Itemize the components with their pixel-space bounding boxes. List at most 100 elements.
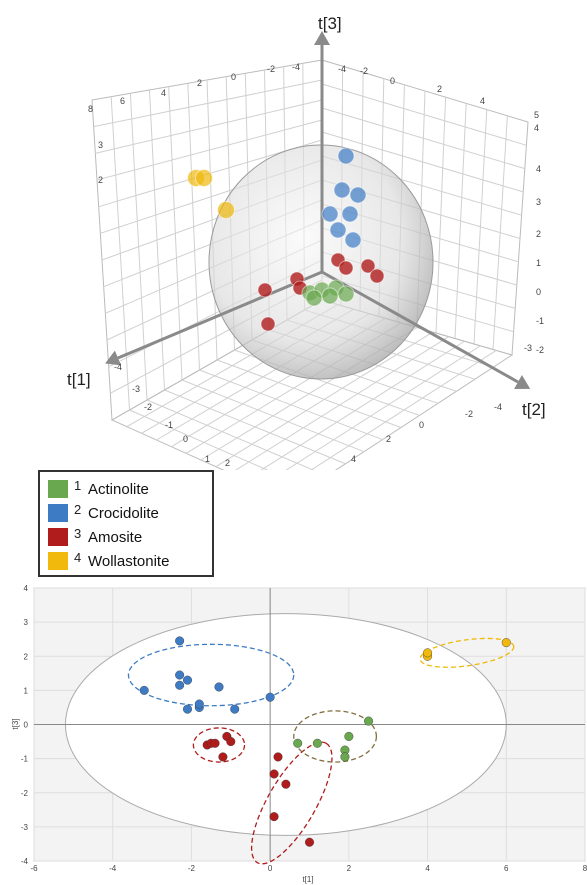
crocidolite-point (321, 205, 339, 223)
legend-number: 2 (74, 501, 82, 517)
actinolite-point (337, 285, 355, 303)
gridline (321, 131, 524, 193)
axis-t1 (117, 270, 323, 360)
actinolite-point (321, 287, 339, 305)
gridline (321, 83, 527, 146)
x-axis-label: t[1] (302, 875, 313, 884)
legend-swatch (48, 552, 68, 570)
axis-label-t2: t[2] (522, 400, 546, 419)
gridline (285, 345, 481, 470)
y-axis-label: t[3] (11, 718, 20, 729)
amosite-point (257, 282, 273, 298)
amosite-point (273, 752, 283, 762)
legend: 1 Actinolite 2 Crocidolite 3 Amosite 4 W… (38, 470, 214, 577)
crocidolite-point (329, 221, 347, 239)
gridline (310, 349, 497, 470)
y-tick-label: -3 (21, 823, 29, 832)
tick-label: 4 (480, 96, 485, 106)
y-tick-label: 4 (24, 584, 29, 593)
wollastonite-point (501, 638, 511, 648)
y-tick-label: 1 (24, 686, 29, 695)
legend-label: Actinolite (88, 480, 149, 498)
crocidolite-point (344, 231, 362, 249)
crocidolite-point (175, 670, 185, 680)
tick-label: -3 (524, 343, 532, 353)
tick-label: 2 (536, 229, 541, 239)
tick-label: -4 (338, 64, 346, 74)
crocidolite-point (194, 699, 204, 709)
amosite-point (210, 738, 220, 748)
x-tick-label: 2 (347, 864, 352, 873)
tick-label: 0 (390, 76, 395, 86)
tick-label: -1 (536, 316, 544, 326)
tick-label: -2 (144, 402, 152, 412)
x-tick-label: 8 (583, 864, 587, 873)
amosite-point (369, 268, 385, 284)
gridline (96, 119, 323, 181)
tick-label: 2 (197, 78, 202, 88)
x-tick-label: 0 (268, 864, 273, 873)
legend-item-amosite: 3 Amosite (48, 525, 212, 549)
tick-label: 4 (351, 454, 356, 464)
amosite-point (226, 737, 236, 747)
tick-label: -3 (132, 384, 140, 394)
y-tick-label: -2 (21, 789, 29, 798)
legend-number: 4 (74, 549, 82, 565)
actinolite-point (344, 731, 354, 741)
axis-t2-arrowhead (514, 375, 531, 389)
gridline (321, 107, 525, 170)
tick-label: 0 (536, 287, 541, 297)
crocidolite-point (265, 692, 275, 702)
legend-item-crocidolite: 2 Crocidolite (48, 501, 212, 525)
tick-label: 2 (98, 175, 103, 185)
tick-label: 2 (437, 84, 442, 94)
amosite-point (269, 812, 279, 822)
tick-label: 2 (225, 458, 230, 468)
crocidolite-point (341, 205, 359, 223)
amosite-point (260, 316, 276, 332)
actinolite-point (340, 752, 350, 762)
legend-item-actinolite: 1 Actinolite (48, 477, 212, 501)
amosite-cluster-ellipse (250, 741, 333, 865)
actinolite-point (312, 738, 322, 748)
legend-number: 1 (74, 477, 82, 493)
tick-label: 4 (534, 123, 539, 133)
tick-label: 5 (534, 110, 539, 120)
x-tick-label: 6 (504, 864, 509, 873)
amosite-point (360, 258, 376, 274)
tick-label: -2 (536, 345, 544, 355)
legend-label: Crocidolite (88, 504, 159, 522)
tick-label: 4 (161, 88, 166, 98)
x-tick-label: -6 (30, 864, 38, 873)
wollastonite-point (217, 201, 235, 219)
tick-label: 0 (231, 72, 236, 82)
3d-points (187, 147, 385, 332)
axis-t3-arrowhead (314, 31, 330, 45)
tick-label: 0 (183, 434, 188, 444)
tick-label: -2 (360, 66, 368, 76)
axis-t1-arrowhead (105, 350, 122, 366)
x-tick-label: -2 (188, 864, 196, 873)
y-tick-label: 2 (24, 652, 29, 661)
gridline (146, 399, 315, 470)
pca-3d-score-plot: 8 6 4 2 0 -2 -4 -4 -2 0 2 4 5 4 3 2 4 3 2 1 0 -1 -2 -3 -4 -3 -2 -1 0… (67, 14, 546, 470)
axis-label-t3: t[3] (318, 14, 342, 33)
crocidolite-point (182, 675, 192, 685)
axis-label-t1: t[1] (67, 370, 91, 389)
x-tick-label: -4 (109, 864, 117, 873)
gridline (95, 99, 323, 154)
tick-label: -4 (292, 62, 300, 72)
2d-points (139, 636, 511, 847)
legend-item-wollastonite: 4 Wollastonite (48, 549, 212, 573)
actinolite-cluster-ellipse (293, 710, 378, 763)
crocidolite-point (337, 147, 355, 165)
crocidolite-point (175, 680, 185, 690)
x-tick-label: 4 (425, 864, 430, 873)
crocidolite-point (230, 704, 240, 714)
y-tick-label: -1 (21, 755, 29, 764)
tick-label: 1 (536, 258, 541, 268)
y-tick-label: -4 (21, 857, 29, 866)
amosite-point (338, 260, 354, 276)
tick-label: 6 (120, 96, 125, 106)
